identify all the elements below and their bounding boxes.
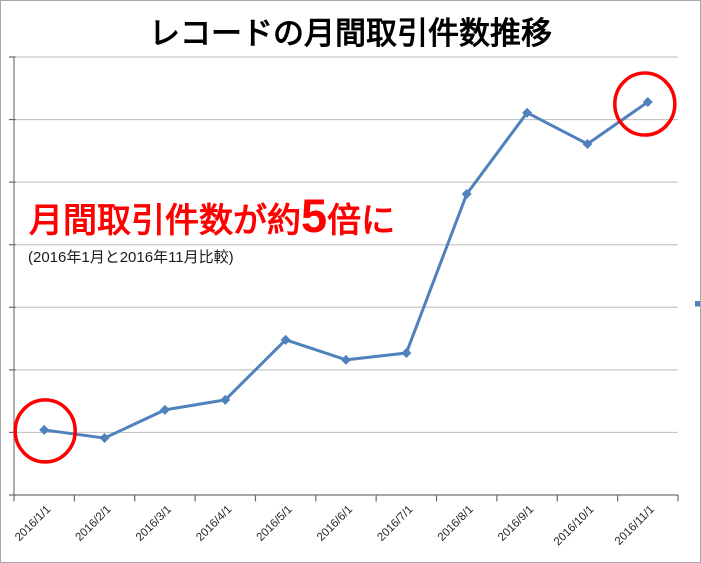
data-point-marker: [220, 394, 231, 405]
data-point-marker: [280, 334, 291, 345]
x-axis-label: 2016/2/1: [74, 504, 114, 544]
data-point-marker: [642, 97, 653, 108]
data-line: [42, 100, 650, 440]
x-axis-label: 2016/1/1: [13, 504, 53, 544]
x-axis-label: 2016/8/1: [436, 504, 476, 544]
x-axis-label: 2016/7/1: [375, 504, 415, 544]
x-axis-label: 2016/6/1: [315, 504, 355, 544]
data-point-marker: [401, 347, 412, 358]
x-axis-label: 2016/9/1: [496, 504, 536, 544]
legend-marker-cutoff: [695, 301, 700, 307]
data-point-marker: [159, 404, 170, 415]
highlight-circle: [613, 71, 677, 137]
x-axis-label: 2016/5/1: [255, 504, 295, 544]
data-point-marker: [522, 107, 533, 118]
data-point-marker: [341, 354, 351, 365]
data-point-marker: [582, 138, 593, 149]
x-axis-label: 2016/10/1: [552, 504, 597, 549]
x-axis-label: 2016/3/1: [134, 504, 174, 544]
x-axis-label: 2016/11/1: [613, 504, 657, 548]
highlight-circle: [13, 398, 77, 464]
x-axis-label: 2016/4/1: [194, 504, 234, 544]
annotation-headline-number: 5: [301, 189, 328, 242]
annotation-headline-suffix: 倍に: [327, 202, 396, 240]
annotation-headline-prefix: 月間取引件数が約: [29, 202, 301, 240]
annotation-subtext: (2016年1月と2016年11月比較): [28, 249, 234, 266]
chart-title: レコードの月間取引件数推移: [149, 16, 552, 51]
data-point-marker: [39, 424, 50, 435]
annotation-headline: 月間取引件数が約5倍に: [29, 192, 395, 239]
data-point-marker: [461, 189, 472, 200]
data-point-marker: [99, 433, 110, 444]
